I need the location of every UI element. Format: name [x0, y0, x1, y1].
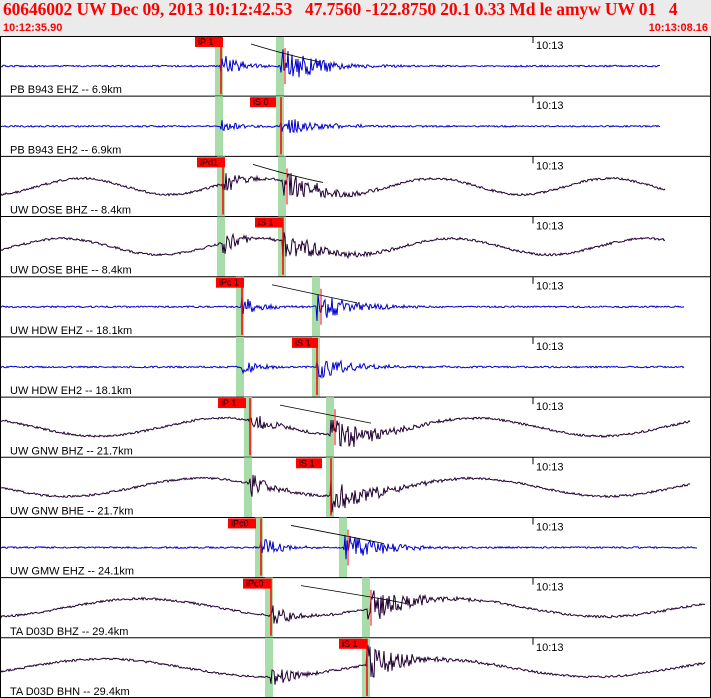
trace-7: 10:13 iP 1 UW GNW BHZ -- 21.7km [0, 397, 711, 458]
s-pick-label-2: iS 0 [253, 97, 269, 107]
waveform-4 [0, 232, 666, 259]
s-pick-box-4 [255, 217, 283, 228]
trace-label-6: UW HDW EH2 -- 18.1km [10, 385, 132, 397]
s-window-7 [326, 397, 334, 458]
waveform-3 [0, 173, 666, 199]
p-window-6 [236, 336, 244, 398]
p-pick-label-10: iPc0 [246, 579, 264, 589]
trace-label-5: UW HDW EHZ -- 18.1km [10, 325, 132, 337]
s-window-11 [362, 637, 370, 698]
s-pick-label-11: iS 1 [342, 639, 358, 649]
p-pick-box-1 [195, 37, 223, 47]
seismogram-chart: 10:13 iP 1 PB B943 EHZ -- 6.9km 10:13 iS 0 PB… [0, 36, 711, 698]
waveform-10 [0, 590, 706, 624]
waveform-2 [0, 119, 661, 134]
event-title: 60646002 UW Dec 09, 2013 10:12:42.53 47.… [3, 0, 678, 19]
time-tick-label-6: 10:13 [536, 341, 564, 353]
s-pick-label-8: iS 1 [299, 458, 315, 468]
p-window-11 [265, 637, 273, 698]
time-tick-label-8: 10:13 [536, 461, 564, 473]
p-pick-box-7 [218, 398, 246, 409]
trace-label-7: UW GNW BHZ -- 21.7km [10, 445, 133, 457]
trace-label-2: PB B943 EH2 -- 6.9km [10, 144, 121, 156]
trace-label-9: UW GMW EHZ -- 24.1km [10, 566, 134, 578]
time-tick-label-2: 10:13 [536, 100, 564, 112]
s-pick-box-2 [250, 97, 276, 108]
trace-label-1: PB B943 EHZ -- 6.9km [10, 84, 122, 96]
time-tick-label-11: 10:13 [536, 642, 564, 654]
trace-11: 10:13 iS 1 TA D03D BHN -- 29.4km [0, 637, 711, 698]
trace-label-3: UW DOSE BHZ -- 8.4km [10, 205, 131, 217]
trace-label-8: UW GNW BHE -- 21.7km [10, 505, 133, 517]
p-pick-label-1: iP 1 [198, 37, 213, 47]
waveform-5 [0, 294, 685, 321]
coda-curve-10 [300, 585, 408, 605]
time-tick-label-1: 10:13 [536, 40, 564, 52]
trace-4: 10:13 iS 1 UW DOSE BHE -- 8.4km [0, 216, 711, 278]
waveform-7 [0, 416, 691, 447]
waveform-1 [0, 49, 661, 78]
coda-curve-9 [290, 525, 385, 544]
s-pick-label-4: iS 1 [258, 218, 274, 228]
s-pick-box-6 [292, 337, 318, 348]
p-pick-box-9 [228, 518, 256, 529]
p-pick-label-9: iPc0 [231, 518, 249, 528]
trace-5: 10:13 iPc 1 UW HDW EHZ -- 18.1km [0, 276, 711, 338]
trace-8: 10:13 iS 1 UW GNW BHE -- 21.7km [0, 457, 711, 518]
p-window-4 [217, 216, 225, 277]
coda-curve-7 [279, 404, 372, 424]
s-window-10 [362, 577, 370, 638]
s-pick-box-11 [339, 638, 367, 649]
trace-label-11: TA D03D BHN -- 29.4km [10, 686, 130, 698]
s-pick-box-8 [296, 458, 322, 469]
p-window-3 [217, 156, 225, 217]
s-pick-label-6: iS 1 [295, 338, 311, 348]
p-pick-label-3: iPd1 [200, 157, 218, 167]
p-pick-box-5 [216, 277, 244, 288]
p-pick-label-7: iP 1 [221, 398, 236, 408]
waveform-6 [0, 359, 685, 379]
seismogram-panel: 10:13 iP 1 PB B943 EHZ -- 6.9km 10:13 iS 0 PB… [0, 36, 711, 698]
p-pick-box-3 [197, 157, 225, 168]
waveform-8 [0, 474, 691, 513]
trace-6: 10:13 iS 1 UW HDW EH2 -- 18.1km [0, 336, 711, 398]
p-window-8 [244, 457, 252, 518]
p-window-10 [265, 577, 273, 638]
window-start-time: 10:12:35.90 [3, 22, 63, 34]
coda-curve-3 [252, 163, 324, 183]
waveform-11 [0, 645, 706, 685]
time-tick-label-3: 10:13 [536, 160, 564, 172]
s-window-3 [278, 156, 286, 217]
coda-curve-1 [250, 43, 322, 63]
p-window-7 [244, 397, 252, 458]
time-tick-label-4: 10:13 [536, 221, 564, 233]
trace-3: 10:13 iPd1 UW DOSE BHZ -- 8.4km [0, 156, 711, 218]
p-pick-box-10 [243, 578, 271, 589]
trace-label-4: UW DOSE BHE -- 8.4km [10, 265, 132, 277]
p-pick-label-5: iPc 1 [219, 278, 239, 288]
time-tick-label-10: 10:13 [536, 582, 564, 594]
window-end-time: 10:13:08.16 [648, 22, 708, 34]
time-tick-label-5: 10:13 [536, 281, 564, 293]
trace-1: 10:13 iP 1 PB B943 EHZ -- 6.9km [0, 36, 711, 97]
time-tick-label-9: 10:13 [536, 521, 564, 533]
p-window-5 [236, 276, 244, 337]
event-header: 60646002 UW Dec 09, 2013 10:12:42.53 47.… [0, 0, 711, 36]
trace-10: 10:13 iPc0 TA D03D BHZ -- 29.4km [0, 577, 711, 639]
time-tick-label-7: 10:13 [536, 401, 564, 413]
trace-9: 10:13 iPc0 UW GMW EHZ -- 24.1km [0, 517, 711, 579]
trace-label-10: TA D03D BHZ -- 29.4km [10, 626, 128, 638]
trace-2: 10:13 iS 0 PB B943 EH2 -- 6.9km [0, 96, 711, 157]
